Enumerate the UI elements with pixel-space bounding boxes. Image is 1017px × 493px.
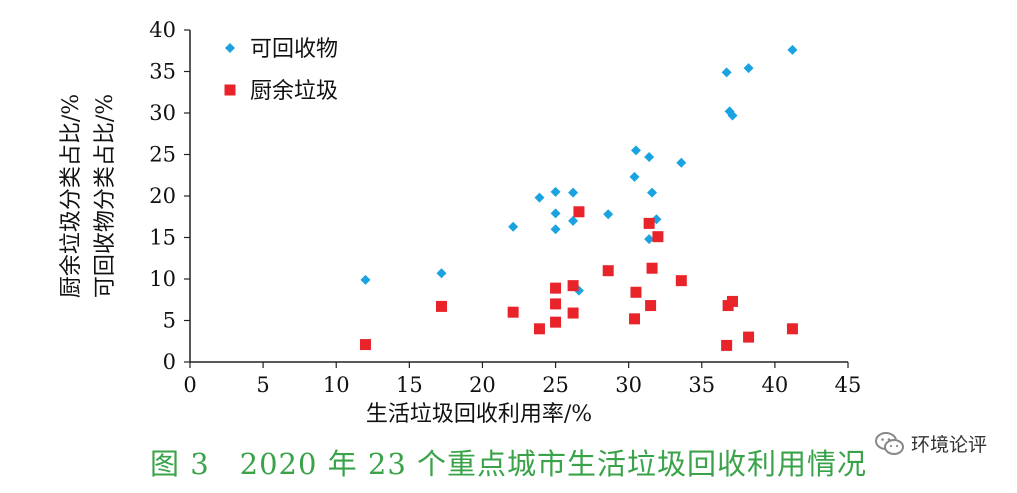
recyclable-point	[436, 268, 447, 279]
recyclable-point	[727, 110, 738, 121]
kitchen-waste-point	[643, 217, 655, 229]
x-tick-label: 15	[396, 373, 423, 397]
x-tick-label: 20	[469, 373, 496, 397]
x-tick-label: 0	[183, 373, 196, 397]
x-tick-label: 45	[835, 373, 862, 397]
x-axis-label: 生活垃圾回收利用率/%	[366, 402, 592, 427]
legend-label: 厨余垃圾	[250, 79, 338, 104]
y-tick-label: 40	[149, 18, 176, 42]
x-tick-label: 35	[688, 373, 715, 397]
kitchen-waste-point	[567, 307, 579, 319]
watermark: 环境论评	[874, 430, 987, 457]
y-tick-label: 30	[149, 101, 176, 125]
scatter-chart: 0 5 10 15 20 25 30 35 40 45 0 5 10 15 20 25 30 35 40 可回收物厨…	[59, 18, 861, 427]
recyclable-point	[550, 208, 561, 219]
y-tick-label: 20	[149, 184, 176, 208]
wechat-icon	[874, 431, 904, 455]
kitchen-waste-point	[507, 306, 519, 318]
recyclable-point	[629, 171, 640, 182]
kitchen-waste-point	[786, 323, 798, 335]
recyclable-point	[644, 151, 655, 162]
kitchen-waste-point	[675, 275, 687, 287]
recyclable-point	[644, 234, 655, 245]
kitchen-waste-point	[726, 295, 738, 307]
y-tick-label: 5	[163, 309, 176, 333]
y-axis-label: 可回收物分类占比/%	[93, 94, 118, 298]
kitchen-waste-point	[646, 262, 658, 274]
kitchen-waste-point	[359, 339, 371, 351]
kitchen-waste-point	[550, 298, 562, 310]
figure-caption: 图 3 2020 年 23 个重点城市生活垃圾回收利用情况	[149, 447, 868, 481]
x-tick-label: 25	[542, 373, 569, 397]
recyclable-point	[721, 67, 732, 78]
kitchen-waste-point	[550, 282, 562, 294]
kitchen-waste-point	[573, 206, 585, 218]
recyclable-point	[534, 192, 545, 203]
legend-recyclable-marker	[225, 43, 235, 53]
recyclable-point	[550, 224, 561, 235]
recyclable-point	[676, 157, 687, 168]
recyclable-point	[508, 221, 519, 232]
y-tick-label: 15	[149, 226, 176, 250]
legend-kitchen-marker	[224, 84, 236, 96]
y-tick-label: 25	[149, 143, 176, 167]
x-tick-label: 10	[323, 373, 350, 397]
x-tick-label: 40	[762, 373, 789, 397]
kitchen-waste-point	[652, 231, 664, 243]
y-tick-label: 10	[149, 267, 176, 291]
y-axis-label: 厨余垃圾分类占比/%	[59, 94, 84, 298]
recyclable-point	[568, 215, 579, 226]
axes: 0 5 10 15 20 25 30 35 40 45 0 5 10 15 20 25 30 35 40	[149, 18, 861, 397]
kitchen-waste-point	[602, 265, 614, 277]
x-tick-label: 30	[615, 373, 642, 397]
recyclable-point	[630, 145, 641, 156]
x-tick-label: 5	[256, 373, 269, 397]
watermark-text: 环境论评	[910, 434, 987, 456]
kitchen-waste-point	[567, 280, 579, 292]
kitchen-waste-point	[630, 286, 642, 298]
legend-label: 可回收物	[250, 37, 338, 62]
recyclable-point	[603, 209, 614, 220]
recyclable-point	[568, 187, 579, 198]
recyclable-point	[647, 187, 658, 198]
kitchen-waste-point	[436, 300, 448, 312]
recyclable-point	[550, 186, 561, 197]
y-tick-label: 35	[149, 60, 176, 84]
data-points	[359, 44, 798, 351]
kitchen-waste-point	[533, 323, 545, 335]
recyclable-point	[360, 274, 371, 285]
recyclable-point	[743, 63, 754, 74]
kitchen-waste-point	[743, 331, 755, 343]
recyclable-point	[787, 44, 798, 55]
kitchen-waste-point	[721, 339, 733, 351]
axis-labels: 生活垃圾回收利用率/% 厨余垃圾分类占比/% 可回收物分类占比/%	[59, 94, 592, 427]
y-tick-label: 0	[163, 350, 176, 374]
kitchen-waste-point	[645, 300, 657, 312]
kitchen-waste-point	[550, 316, 562, 328]
kitchen-waste-point	[629, 313, 641, 325]
